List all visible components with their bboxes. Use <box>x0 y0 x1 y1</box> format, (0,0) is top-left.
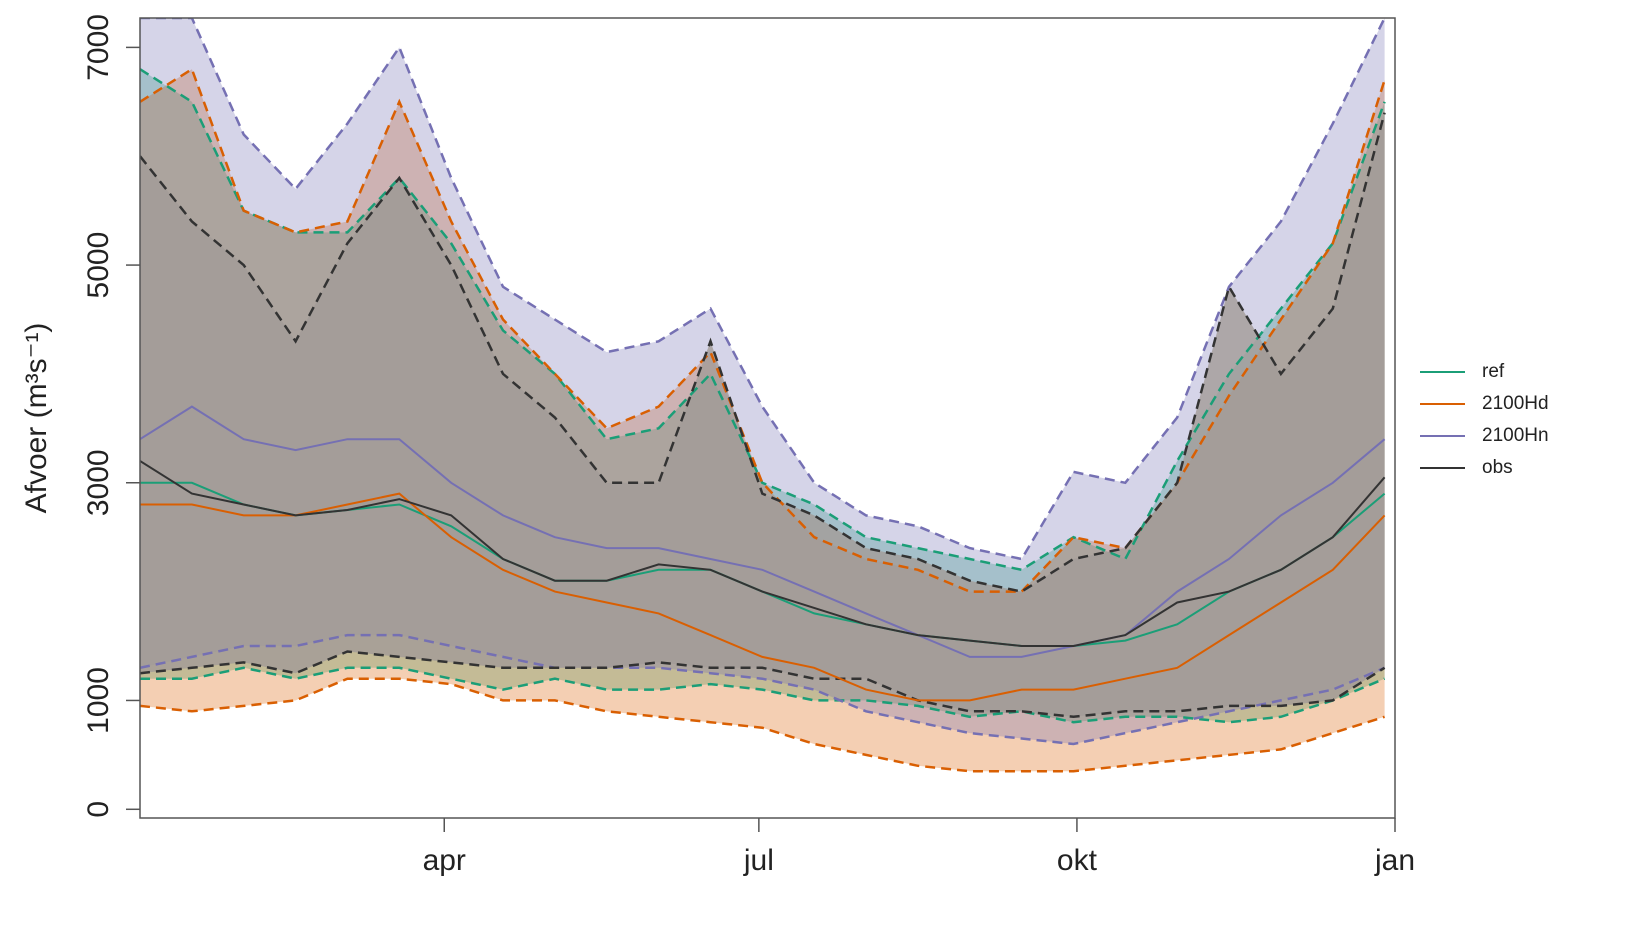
bound-line <box>140 650 1386 719</box>
band <box>140 112 1385 717</box>
x-tick-label: okt <box>1057 844 1098 877</box>
bound-line <box>140 112 1386 593</box>
x-tick-label: jan <box>1374 844 1415 877</box>
plot-area <box>140 18 1386 773</box>
y-tick-label: 7000 <box>82 14 115 81</box>
legend-label: ref <box>1482 361 1505 382</box>
y-tick-label: 3000 <box>82 449 115 516</box>
bound-line <box>140 633 1386 746</box>
median-line <box>140 492 1386 702</box>
plot-frame <box>139 17 1396 819</box>
y-tick-label: 0 <box>82 801 115 818</box>
legend-label: 2100Hd <box>1482 393 1549 414</box>
legend-label: 2100Hn <box>1482 425 1549 446</box>
y-tick-label: 5000 <box>82 232 115 299</box>
y-axis-label: Afvoer (m³s⁻¹) <box>20 323 53 514</box>
legend-label: obs <box>1482 457 1513 478</box>
bound-line <box>140 677 1385 773</box>
x-tick-label: apr <box>423 844 466 877</box>
x-tick-label: jul <box>743 844 774 877</box>
median-line <box>140 405 1386 658</box>
bound-line <box>140 68 1386 572</box>
bound-line <box>140 666 1386 724</box>
median-line <box>140 460 1386 647</box>
y-tick-label: 1000 <box>82 667 115 734</box>
bound-line <box>140 18 1386 561</box>
